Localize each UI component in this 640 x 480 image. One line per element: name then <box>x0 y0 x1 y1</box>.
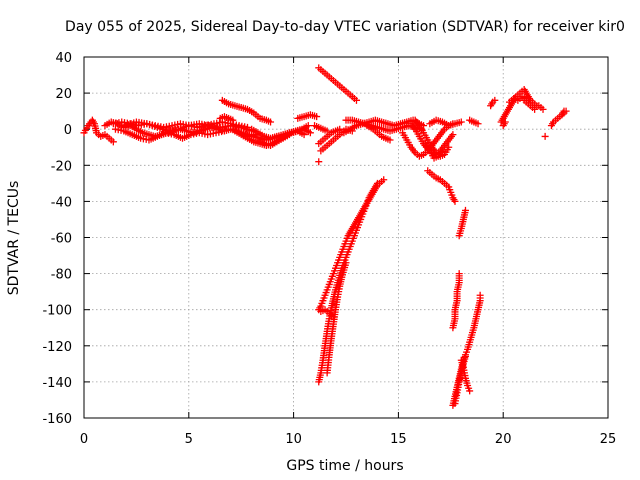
data-point <box>541 132 549 140</box>
data-point <box>285 131 293 139</box>
y-tick-label: -60 <box>51 232 72 247</box>
data-point <box>386 136 394 144</box>
data-point <box>474 120 482 128</box>
x-tick-label: 0 <box>80 432 88 447</box>
data-point <box>457 118 465 126</box>
data-point <box>438 147 446 155</box>
data-point <box>109 138 117 146</box>
y-axis-label: SDTVAR / TECUs <box>6 181 22 296</box>
y-tick-label: -80 <box>51 268 72 283</box>
data-point <box>352 96 360 104</box>
chart-title: Day 055 of 2025, Sidereal Day-to-day VTE… <box>65 19 625 35</box>
data-point <box>329 313 337 321</box>
data-point <box>476 291 484 299</box>
data-point <box>300 131 308 139</box>
data-point <box>220 127 228 135</box>
data-point <box>267 118 275 126</box>
data-point <box>373 179 381 187</box>
y-tick-label: -140 <box>42 376 72 391</box>
x-tick-label: 25 <box>600 432 617 447</box>
data-point <box>315 158 323 166</box>
y-tick-label: -40 <box>51 195 72 210</box>
y-tick-label: 40 <box>55 51 72 66</box>
data-points <box>80 64 570 409</box>
data-point <box>501 118 509 126</box>
data-point <box>491 96 499 104</box>
data-point <box>306 129 314 137</box>
data-point <box>455 232 463 240</box>
data-point <box>304 122 312 130</box>
grid <box>84 57 608 418</box>
data-point <box>451 197 459 205</box>
y-tick-label: 20 <box>55 87 72 102</box>
x-tick-label: 5 <box>185 432 193 447</box>
data-point <box>560 107 568 115</box>
y-tick-label: -20 <box>51 159 72 174</box>
data-point <box>380 176 388 184</box>
data-point <box>445 143 453 151</box>
data-point <box>466 387 474 395</box>
x-tick-label: 15 <box>390 432 407 447</box>
y-tick-label: -160 <box>42 412 72 427</box>
axis-ticks: 0 5 10 15 20 25 40 20 0 -20 -40 -60 -80 -100 -120 -140 -… <box>42 51 616 447</box>
y-tick-label: 0 <box>64 123 72 138</box>
data-point <box>531 105 539 113</box>
data-point <box>539 105 547 113</box>
data-point <box>449 324 457 332</box>
data-point <box>449 131 457 139</box>
x-tick-label: 20 <box>495 432 512 447</box>
x-tick-label: 10 <box>285 432 302 447</box>
data-point <box>461 353 469 361</box>
data-point <box>229 116 237 124</box>
data-point <box>342 259 350 267</box>
y-tick-label: -120 <box>42 340 72 355</box>
data-point <box>313 113 321 121</box>
y-tick-label: -100 <box>42 304 72 319</box>
data-point <box>417 125 425 133</box>
x-axis-label: GPS time / hours <box>286 458 403 474</box>
